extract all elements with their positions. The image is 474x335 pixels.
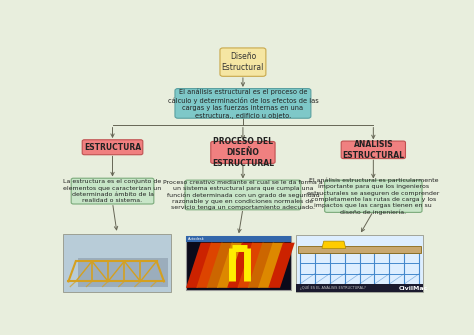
Text: El análisis estructural es particularmente
importante para que los ingenieros
es: El análisis estructural es particularmen… — [307, 178, 439, 215]
Polygon shape — [248, 243, 274, 288]
Text: ANALISIS
ESTRUCTURAL: ANALISIS ESTRUCTURAL — [342, 140, 404, 160]
Polygon shape — [186, 243, 212, 288]
Text: CivilMac: CivilMac — [399, 286, 428, 290]
FancyBboxPatch shape — [186, 236, 291, 242]
FancyBboxPatch shape — [175, 88, 311, 118]
Text: ¿QUÉ ES EL ANÁLISIS ESTRUCTURAL?: ¿QUÉ ES EL ANÁLISIS ESTRUCTURAL? — [300, 286, 366, 290]
Polygon shape — [227, 243, 254, 288]
Polygon shape — [258, 243, 284, 288]
FancyBboxPatch shape — [298, 246, 421, 253]
Polygon shape — [322, 241, 346, 248]
FancyBboxPatch shape — [341, 141, 405, 158]
Polygon shape — [237, 243, 264, 288]
Text: Diseño
Estructural: Diseño Estructural — [222, 52, 264, 72]
FancyBboxPatch shape — [71, 178, 154, 204]
Text: ESTRUCTURA: ESTRUCTURA — [84, 143, 141, 152]
Polygon shape — [217, 243, 243, 288]
FancyBboxPatch shape — [82, 140, 143, 155]
Text: Autodesk: Autodesk — [188, 237, 205, 241]
Text: PROCESO DEL
DISEÑO
ESTRUCTURAL: PROCESO DEL DISEÑO ESTRUCTURAL — [212, 137, 274, 168]
FancyBboxPatch shape — [325, 180, 422, 212]
Polygon shape — [196, 243, 223, 288]
Text: La estructura es el conjunto de
elementos que caracterizan un
determinado ámbito: La estructura es el conjunto de elemento… — [64, 179, 162, 203]
Polygon shape — [268, 243, 295, 288]
FancyBboxPatch shape — [185, 180, 301, 210]
FancyBboxPatch shape — [296, 284, 423, 292]
FancyBboxPatch shape — [186, 236, 291, 290]
FancyBboxPatch shape — [220, 48, 266, 76]
Text: El análisis estructural es el proceso de
cálculo y determinación de los efectos : El análisis estructural es el proceso de… — [167, 88, 319, 119]
Polygon shape — [78, 258, 168, 286]
FancyBboxPatch shape — [296, 235, 423, 292]
FancyBboxPatch shape — [63, 234, 171, 292]
Polygon shape — [207, 243, 233, 288]
FancyBboxPatch shape — [211, 141, 275, 163]
Text: Proceso creativo mediante el cual se le da forma a
un sistema estructural para q: Proceso creativo mediante el cual se le … — [163, 180, 323, 210]
